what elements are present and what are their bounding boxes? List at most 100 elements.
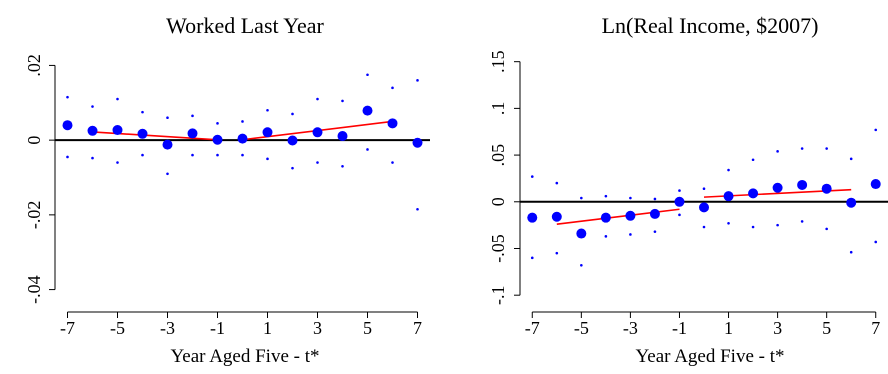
ci-upper-dot: [416, 79, 419, 82]
ci-upper-dot: [241, 120, 244, 123]
ci-upper-dot: [653, 197, 657, 201]
ci-upper-dot: [629, 196, 632, 200]
x-tick-label: 1: [263, 318, 272, 338]
estimate-point: [187, 128, 198, 139]
ci-upper-dot: [216, 122, 219, 125]
ci-upper-dot: [874, 128, 878, 132]
x-tick-label: -1: [210, 318, 225, 338]
y-tick-label: -.02: [24, 201, 44, 230]
ci-lower-dot: [653, 230, 657, 233]
y-tick-label: .02: [24, 54, 44, 77]
x-tick-label: 7: [413, 318, 422, 338]
ci-lower-dot: [216, 153, 219, 157]
ci-upper-dot: [266, 108, 269, 112]
ci-lower-dot: [91, 156, 94, 160]
y-tick-label: .1: [488, 102, 508, 116]
ci-lower-dot: [825, 227, 828, 231]
ci-upper-dot: [604, 194, 608, 198]
ci-lower-dot: [530, 256, 534, 260]
ci-lower-dot: [727, 221, 730, 225]
x-tick-label: -3: [623, 318, 638, 338]
estimate-point: [162, 139, 173, 150]
plot-area: [55, 73, 430, 211]
ci-lower-dot: [316, 161, 319, 164]
y-tick-label: 0: [488, 197, 508, 206]
ci-lower-dot: [391, 161, 394, 164]
estimate-point: [699, 202, 709, 213]
ci-upper-dot: [849, 157, 853, 161]
ci-upper-dot: [191, 114, 194, 118]
ci-upper-dot: [800, 147, 804, 150]
ci-upper-dot: [366, 73, 369, 77]
ci-upper-dot: [555, 181, 559, 185]
ci-upper-dot: [91, 105, 94, 108]
ci-lower-dot: [66, 155, 69, 159]
ci-lower-dot: [849, 250, 853, 254]
estimate-point: [846, 197, 857, 208]
estimate-point: [576, 228, 587, 239]
ci-lower-dot: [629, 233, 632, 236]
panel-title: Worked Last Year: [166, 13, 324, 38]
estimate-point: [137, 128, 148, 139]
panel-ln-real-income: Ln(Real Income, $2007) Year Aged Five - …: [488, 13, 888, 367]
estimate-point: [112, 125, 123, 136]
x-axis-label: Year Aged Five - t*: [170, 346, 319, 367]
plot-area: [520, 128, 888, 267]
estimate-point: [551, 211, 562, 222]
y-tick-label: -.04: [24, 275, 44, 304]
ci-upper-dot: [166, 116, 169, 120]
estimate-point: [212, 134, 223, 145]
estimate-point: [412, 137, 423, 148]
estimate-point: [772, 182, 783, 193]
x-tick-label: 5: [822, 318, 831, 338]
ci-upper-dot: [580, 196, 583, 200]
ci-lower-dot: [191, 153, 194, 157]
estimate-point: [262, 127, 273, 138]
y-tick-label: .15: [488, 50, 508, 73]
x-tick-label: 7: [871, 318, 880, 338]
x-tick-label: 5: [363, 318, 372, 338]
estimate-point: [87, 125, 98, 136]
ci-lower-dot: [366, 148, 369, 151]
ci-lower-dot: [291, 166, 294, 170]
ci-upper-dot: [116, 97, 119, 101]
estimate-point: [387, 118, 398, 129]
estimate-point: [337, 131, 348, 142]
ci-upper-dot: [776, 150, 779, 153]
ci-lower-dot: [604, 235, 608, 238]
estimate-point: [362, 105, 373, 116]
x-tick-label: -7: [525, 318, 540, 338]
y-tick-label: -.05: [488, 234, 508, 263]
x-tick-label: -3: [160, 318, 175, 338]
ci-upper-dot: [751, 158, 755, 162]
x-tick-label: 3: [773, 318, 782, 338]
ci-upper-dot: [530, 175, 534, 178]
x-axis-label: Year Aged Five - t*: [635, 346, 784, 367]
ci-lower-dot: [800, 220, 804, 223]
ci-upper-dot: [727, 168, 730, 172]
estimate-point: [237, 133, 248, 144]
x-tick-label: -1: [672, 318, 687, 338]
estimate-point: [821, 183, 832, 194]
estimate-point: [649, 208, 660, 219]
ci-lower-dot: [776, 223, 779, 227]
ci-lower-dot: [241, 153, 244, 157]
estimate-point: [600, 212, 611, 223]
y-tick-label: 0: [24, 136, 44, 145]
estimate-point: [748, 188, 759, 199]
ci-lower-dot: [580, 263, 583, 267]
ci-upper-dot: [66, 95, 69, 99]
ci-lower-dot: [555, 251, 559, 255]
panel-worked-last-year: Worked Last Year Year Aged Five - t* -.0…: [24, 13, 430, 367]
ci-upper-dot: [316, 97, 319, 101]
y-tick-label: -.1: [488, 285, 508, 305]
fit-line: [556, 208, 680, 225]
x-tick-label: 1: [724, 318, 733, 338]
estimate-point: [62, 120, 73, 131]
ci-lower-dot: [266, 157, 269, 161]
estimate-point: [287, 135, 298, 146]
ci-upper-dot: [825, 147, 828, 150]
ci-lower-dot: [751, 225, 755, 229]
ci-lower-dot: [416, 207, 419, 211]
